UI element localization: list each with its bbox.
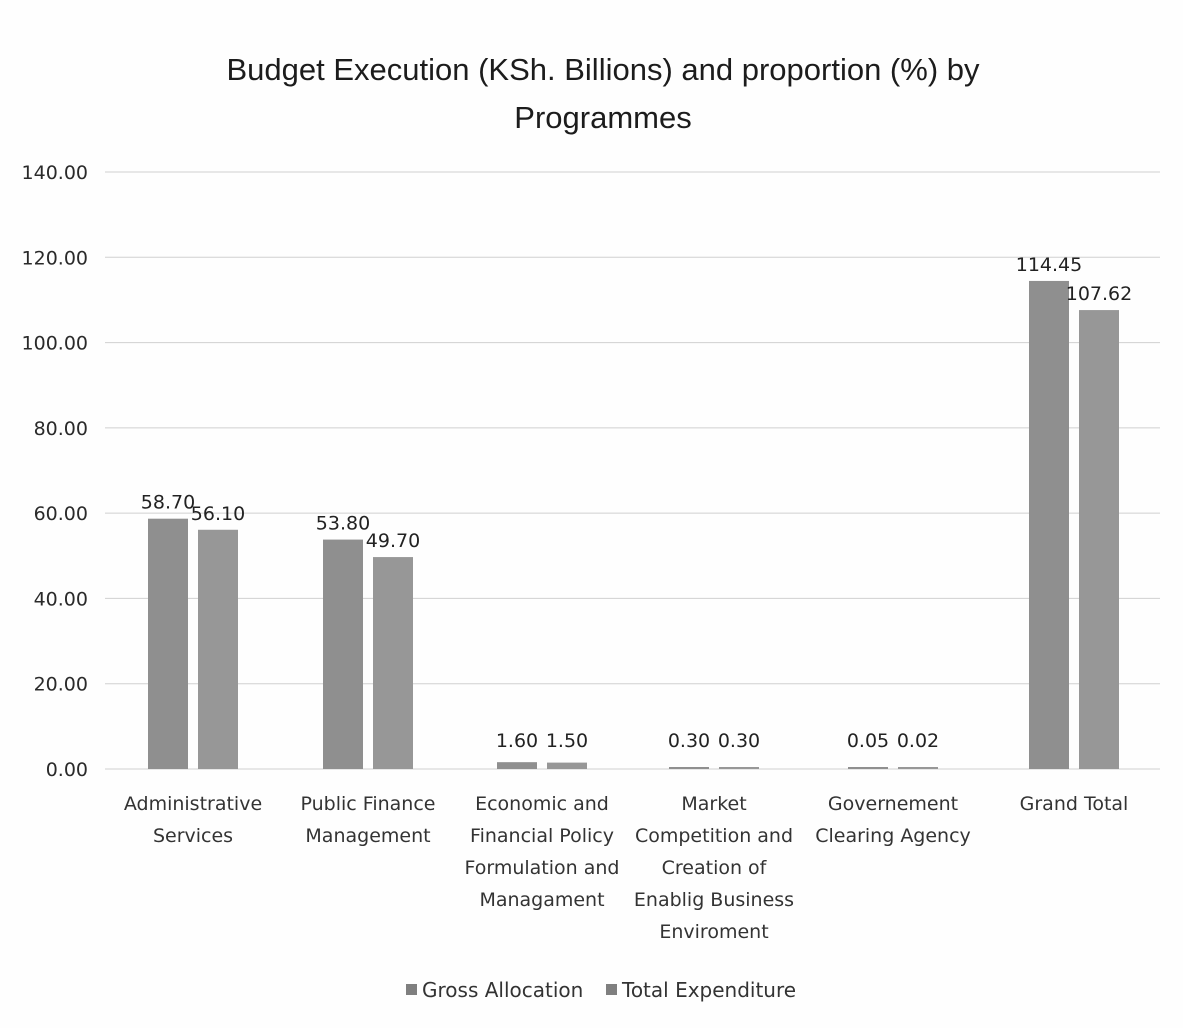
category-label: Competition and (635, 825, 793, 847)
category-label: Formulation and (464, 857, 619, 879)
category-label: Administrative (124, 793, 262, 815)
legend-label: Total Expenditure (621, 978, 796, 1002)
bar-total-expenditure (719, 767, 759, 769)
category-label: Governement (828, 793, 958, 815)
chart-title-line-1: Budget Execution (KSh. Billions) and pro… (226, 52, 980, 87)
bar-gross-allocation (148, 518, 188, 769)
legend-swatch (406, 984, 417, 995)
y-tick-label: 120.00 (22, 247, 88, 269)
legend-label: Gross Allocation (422, 978, 583, 1002)
bar-gross-allocation (669, 767, 709, 769)
legend-swatch (606, 984, 617, 995)
category-label: Grand Total (1020, 793, 1129, 815)
y-tick-label: 40.00 (34, 588, 88, 610)
data-label: 114.45 (1016, 254, 1082, 276)
category-label: Market (681, 793, 746, 815)
category-label: Clearing Agency (815, 825, 971, 847)
y-axis-ticks: 0.00 20.00 40.00 60.00 80.00 100.00 120.00 140.… (22, 162, 88, 781)
bar-total-expenditure (373, 557, 413, 769)
data-label: 49.70 (366, 530, 420, 552)
category-label: Management (305, 825, 430, 847)
y-tick-label: 100.00 (22, 333, 88, 355)
y-tick-label: 60.00 (34, 503, 88, 525)
category-label: Services (153, 825, 233, 847)
data-label: 0.30 (668, 730, 710, 752)
category-label: Creation of (662, 857, 768, 879)
data-label: 58.70 (141, 492, 195, 514)
data-label: 0.30 (718, 730, 760, 752)
data-label: 56.10 (191, 503, 245, 525)
x-axis-categories: Administrative Services Public Finance Mana… (124, 793, 1129, 943)
data-label: 1.50 (546, 730, 588, 752)
bar-total-expenditure (1079, 310, 1119, 769)
y-tick-label: 140.00 (22, 162, 88, 184)
gridlines (105, 171, 1160, 770)
category-label: Managament (479, 889, 604, 911)
data-label: 53.80 (316, 513, 370, 535)
bar-gross-allocation (497, 762, 537, 769)
bar-total-expenditure (198, 529, 238, 769)
legend: Gross Allocation Total Expenditure (406, 978, 796, 1002)
data-label: 107.62 (1066, 283, 1132, 305)
bar-gross-allocation (323, 539, 363, 769)
y-tick-label: 20.00 (34, 674, 88, 696)
bar-gross-allocation (848, 767, 888, 769)
bar-total-expenditure (547, 762, 587, 769)
bars (148, 280, 1119, 769)
category-label: Enviroment (659, 921, 768, 943)
chart-title-line-2: Programmes (514, 100, 691, 135)
category-label: Financial Policy (470, 825, 614, 847)
category-label: Enablig Business (634, 889, 794, 911)
bar-total-expenditure (898, 767, 938, 769)
y-tick-label: 0.00 (46, 759, 88, 781)
y-tick-label: 80.00 (34, 418, 88, 440)
bar-gross-allocation (1029, 280, 1069, 769)
category-label: Economic and (475, 793, 609, 815)
category-label: Public Finance (301, 793, 436, 815)
data-label: 1.60 (496, 730, 538, 752)
data-label: 0.02 (897, 730, 939, 752)
data-label: 0.05 (847, 730, 889, 752)
